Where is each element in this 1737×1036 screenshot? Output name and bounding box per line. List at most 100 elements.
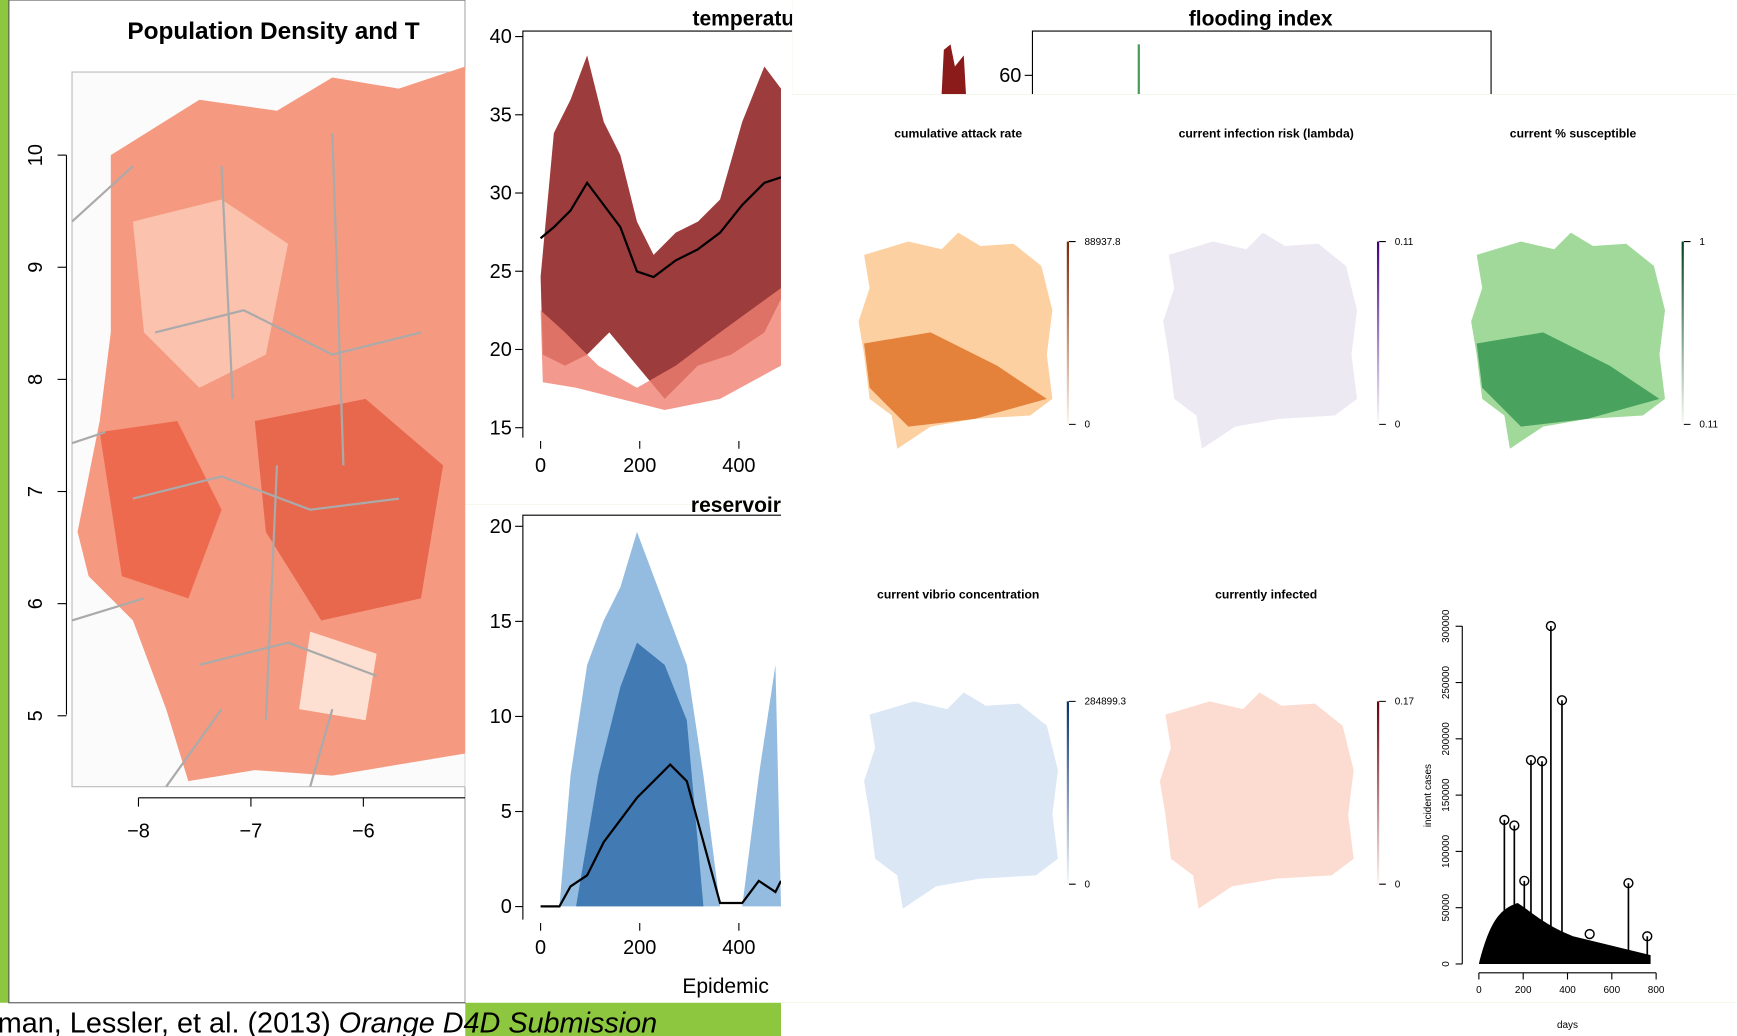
y-tick-label: 7 bbox=[25, 486, 47, 497]
y-tick-label: 8 bbox=[25, 374, 47, 385]
map-title: cumulative attack rate bbox=[894, 126, 1022, 140]
y-tick-label: 10 bbox=[490, 706, 512, 728]
x-tick-label: −7 bbox=[240, 821, 263, 843]
color-bar-min: 0 bbox=[1395, 880, 1401, 891]
map-title: current % susceptible bbox=[1510, 126, 1637, 140]
citation-authors: man, Lessler, et al. (2013) bbox=[0, 1008, 339, 1036]
plot-box bbox=[522, 514, 781, 920]
color-bar bbox=[1066, 701, 1070, 885]
series-band bbox=[540, 55, 781, 399]
panel-title: reservoir bbox=[691, 494, 781, 517]
y-tick-label: 0 bbox=[501, 896, 512, 918]
y-tick-label: 200000 bbox=[1441, 722, 1452, 756]
y-tick-label: 5 bbox=[25, 710, 47, 721]
color-bar-max: 284899.3 bbox=[1085, 697, 1127, 708]
map-title: currently infected bbox=[1215, 587, 1317, 601]
color-bar-ticks bbox=[1379, 240, 1386, 425]
map-region bbox=[254, 398, 444, 621]
color-bar-max: 88937.8 bbox=[1085, 237, 1121, 248]
y-tick-label: 30 bbox=[490, 183, 512, 205]
map-title: current infection risk (lambda) bbox=[1179, 126, 1354, 140]
axis-label: incident cases bbox=[1423, 764, 1434, 827]
y-tick-label: 5 bbox=[501, 801, 512, 823]
x-tick-label: 200 bbox=[623, 455, 656, 477]
x-tick-label: 0 bbox=[1476, 985, 1482, 996]
y-tick-label: 25 bbox=[490, 261, 512, 283]
citation: man, Lessler, et al. (2013) Orange D4D S… bbox=[0, 1008, 657, 1036]
panel-title: flooding index bbox=[1189, 7, 1333, 30]
series-fragment bbox=[941, 44, 966, 95]
series-band bbox=[540, 288, 781, 410]
x-tick-label: −8 bbox=[127, 821, 150, 843]
panel-title: temperature bbox=[692, 7, 814, 30]
map-title: current vibrio concentration bbox=[877, 587, 1039, 601]
x-tick-label: 400 bbox=[722, 455, 755, 477]
tick-group: 40 35 30 25 20 15 0 200 400 bbox=[490, 26, 756, 477]
color-bar bbox=[1376, 241, 1380, 425]
y-tick-label: 60 bbox=[999, 65, 1021, 87]
y-tick-label: 100000 bbox=[1441, 834, 1452, 868]
x-tick-label: 0 bbox=[535, 937, 546, 959]
color-bar-max: 1 bbox=[1699, 237, 1705, 248]
y-tick-label: 300000 bbox=[1441, 609, 1452, 643]
panel-title: Population Density and T bbox=[127, 18, 419, 45]
x-tick-label: 200 bbox=[1515, 985, 1532, 996]
color-bar bbox=[1376, 701, 1380, 885]
color-bar-min: 0 bbox=[1395, 420, 1401, 431]
color-bar-ticks bbox=[1379, 700, 1386, 885]
map-region bbox=[132, 199, 289, 388]
color-bar-ticks bbox=[1069, 240, 1076, 425]
tick-group: 20 15 10 5 0 0 200 400 bbox=[490, 516, 756, 959]
y-tick-label: 9 bbox=[25, 262, 47, 273]
x-tick-label: 0 bbox=[535, 455, 546, 477]
tick-group: 60 bbox=[999, 65, 1033, 87]
map-hotspot bbox=[1476, 332, 1660, 427]
color-bar bbox=[1681, 241, 1684, 425]
x-tick-label: 400 bbox=[1559, 985, 1576, 996]
y-tick-label: 35 bbox=[490, 104, 512, 126]
x-tick-label: 400 bbox=[722, 937, 755, 959]
x-tick-label: 200 bbox=[623, 937, 656, 959]
map-hotspot bbox=[864, 332, 1047, 427]
mean-line bbox=[540, 762, 782, 908]
axis-label: days bbox=[1557, 1020, 1578, 1031]
y-tick-label: 0 bbox=[1441, 961, 1452, 967]
x-tick-label: 600 bbox=[1604, 985, 1621, 996]
caption-strip bbox=[780, 1002, 1737, 1036]
axis-label: Epidemic bbox=[682, 975, 769, 998]
y-tick-label: 6 bbox=[25, 598, 47, 609]
color-bar-min: 0.11 bbox=[1699, 420, 1718, 431]
color-bar-min: 0 bbox=[1085, 420, 1091, 431]
tick-group: 10 9 8 7 6 5 −8 −7 −6 bbox=[25, 144, 375, 843]
color-bar-ticks bbox=[1069, 700, 1076, 885]
y-tick-label: 20 bbox=[490, 339, 512, 361]
incident-chart: 0 50000 100000 150000 200000 250000 300000 0 200… bbox=[1423, 609, 1665, 1031]
x-tick-label: −6 bbox=[352, 821, 375, 843]
voronoi-lines bbox=[71, 132, 422, 788]
outlier-points bbox=[1499, 620, 1653, 942]
y-tick-label: 10 bbox=[25, 144, 47, 166]
color-bar-min: 0 bbox=[1085, 880, 1091, 891]
series-band bbox=[576, 642, 704, 907]
y-tick-label: 50000 bbox=[1441, 893, 1452, 921]
stems bbox=[1503, 626, 1649, 964]
citation-venue: Orange D4D Submission bbox=[339, 1008, 657, 1036]
mean-line bbox=[539, 176, 782, 279]
y-tick-label: 15 bbox=[490, 417, 512, 439]
y-tick-label: 150000 bbox=[1441, 778, 1452, 812]
points-cluster bbox=[1478, 903, 1651, 964]
y-tick-label: 20 bbox=[490, 516, 512, 538]
color-bar-ticks bbox=[1683, 240, 1691, 425]
map-region bbox=[99, 421, 222, 599]
y-tick-label: 250000 bbox=[1441, 665, 1452, 699]
color-bar-max: 0.17 bbox=[1395, 697, 1415, 708]
tick-group: 0 50000 100000 150000 200000 250000 300000 0 200… bbox=[1423, 609, 1665, 1031]
plot-box bbox=[1031, 30, 1492, 95]
y-tick-label: 40 bbox=[490, 26, 512, 48]
map-grid: cumulative attack rate 88937.8 0 current in… bbox=[858, 126, 1718, 909]
color-bar-max: 0.11 bbox=[1395, 237, 1414, 248]
caption-strip bbox=[0, 1002, 466, 1036]
x-tick-label: 800 bbox=[1648, 985, 1665, 996]
y-tick-label: 15 bbox=[490, 611, 512, 633]
